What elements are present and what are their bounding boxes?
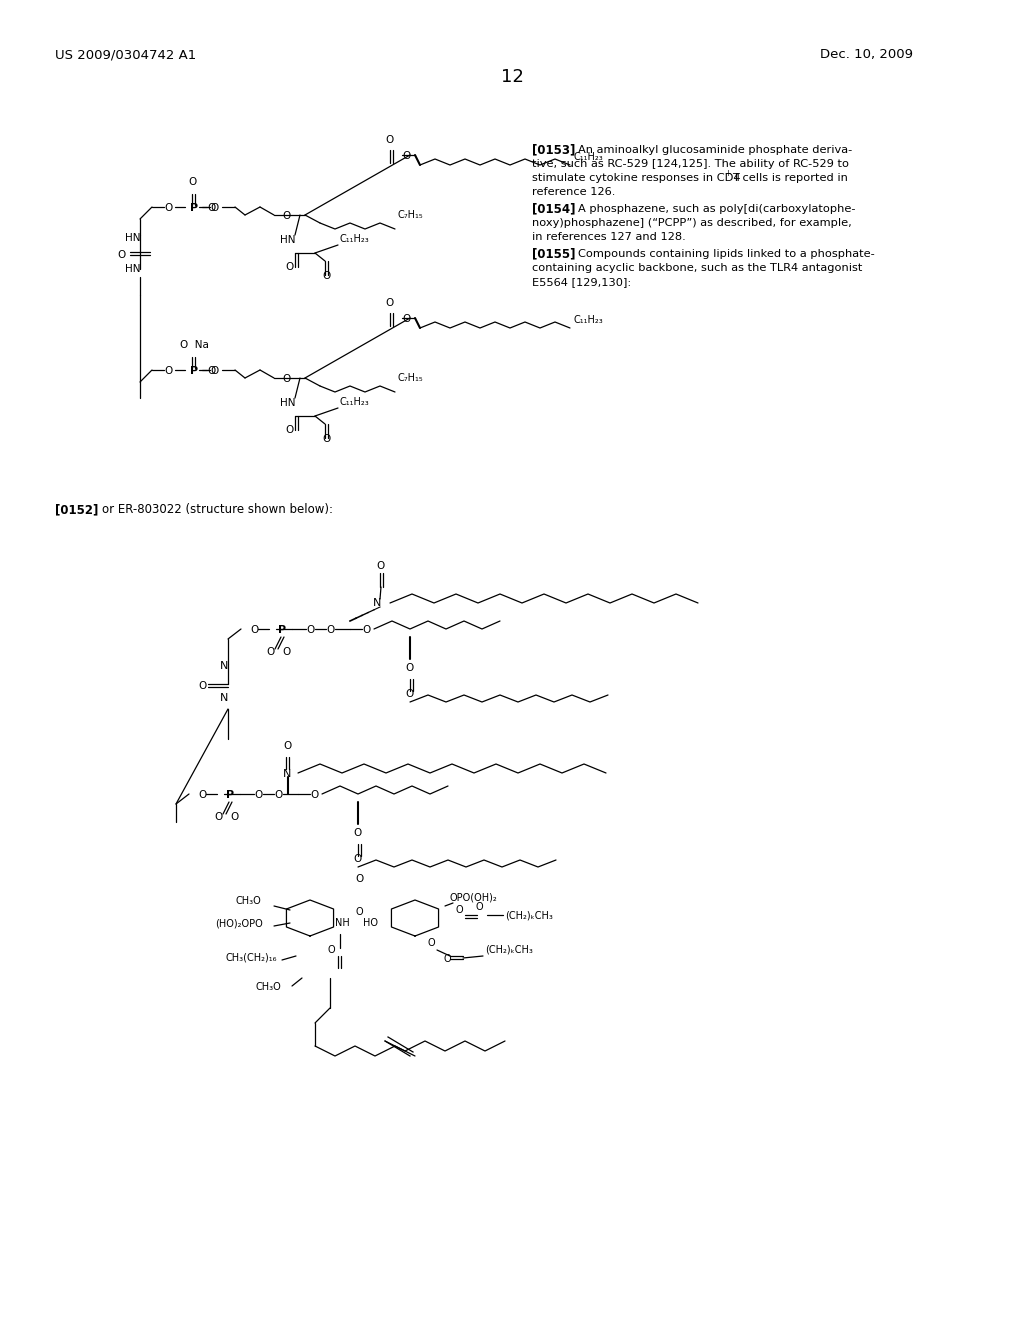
Text: O: O [376, 561, 384, 572]
Text: O: O [117, 249, 125, 260]
Text: O: O [210, 203, 218, 213]
Text: HN: HN [280, 399, 296, 408]
Text: O: O [406, 689, 414, 700]
Text: O: O [455, 906, 463, 915]
Text: C₁₁H₂₃: C₁₁H₂₃ [340, 234, 370, 244]
Text: [0152]: [0152] [55, 503, 98, 516]
Text: O: O [207, 366, 215, 376]
Text: E5564 [129,130]:: E5564 [129,130]: [532, 277, 631, 286]
Text: CH₃O: CH₃O [234, 896, 261, 906]
Text: N: N [220, 693, 228, 704]
Text: in references 127 and 128.: in references 127 and 128. [532, 232, 686, 242]
Text: O: O [406, 663, 414, 673]
Text: O: O [282, 647, 290, 657]
Text: O: O [198, 789, 206, 800]
Text: [0154]: [0154] [532, 202, 575, 215]
Text: O: O [443, 954, 451, 964]
Text: O: O [207, 203, 215, 213]
Text: O: O [254, 789, 262, 800]
Text: P: P [278, 624, 286, 635]
Text: O: O [283, 741, 291, 751]
Text: C₁₁H₂₃: C₁₁H₂₃ [340, 397, 370, 407]
Text: P: P [190, 203, 198, 213]
Text: O: O [214, 812, 222, 822]
Text: O: O [353, 828, 361, 838]
Text: O: O [328, 945, 336, 954]
Text: HN: HN [125, 264, 140, 275]
Text: OPO(OH)₂: OPO(OH)₂ [450, 892, 498, 902]
Text: [0153]: [0153] [532, 143, 575, 156]
Text: C₁₁H₂₃: C₁₁H₂₃ [573, 152, 603, 162]
Text: (CH₂)ₖCH₃: (CH₂)ₖCH₃ [505, 909, 553, 920]
Text: US 2009/0304742 A1: US 2009/0304742 A1 [55, 48, 197, 61]
Text: O: O [285, 425, 293, 436]
Text: An aminoalkyl glucosaminide phosphate deriva-: An aminoalkyl glucosaminide phosphate de… [578, 145, 852, 154]
Text: N: N [283, 770, 292, 779]
Text: O: O [164, 203, 172, 213]
Text: A phosphazene, such as poly[di(carboxylatophe-: A phosphazene, such as poly[di(carboxyla… [578, 205, 855, 214]
Text: N: N [220, 661, 228, 671]
Text: Dec. 10, 2009: Dec. 10, 2009 [820, 48, 913, 61]
Text: O: O [250, 624, 258, 635]
Text: O: O [362, 624, 371, 635]
Text: O: O [230, 812, 239, 822]
Text: HN: HN [125, 234, 140, 243]
Text: O: O [402, 314, 411, 323]
Text: C₁₁H₂₃: C₁₁H₂₃ [573, 315, 603, 325]
Text: O: O [274, 789, 283, 800]
Text: HN: HN [280, 235, 296, 246]
Text: O: O [285, 261, 293, 272]
Text: 12: 12 [501, 69, 523, 86]
Text: O: O [310, 789, 318, 800]
Text: P: P [190, 366, 198, 376]
Text: (HO)₂OPO: (HO)₂OPO [215, 917, 263, 928]
Text: noxy)phosphazene] (“PCPP”) as described, for example,: noxy)phosphazene] (“PCPP”) as described,… [532, 218, 852, 228]
Text: containing acyclic backbone, such as the TLR4 antagonist: containing acyclic backbone, such as the… [532, 263, 862, 273]
Text: T cells is reported in: T cells is reported in [732, 173, 848, 183]
Text: O: O [326, 624, 334, 635]
Text: P: P [226, 789, 234, 800]
Text: O: O [355, 907, 362, 917]
Text: O: O [353, 854, 361, 865]
Text: O: O [306, 624, 314, 635]
Text: tive, such as RC-529 [124,125]. The ability of RC-529 to: tive, such as RC-529 [124,125]. The abil… [532, 158, 849, 169]
Text: O: O [385, 298, 393, 308]
Text: N: N [373, 598, 381, 609]
Text: [0155]: [0155] [532, 247, 575, 260]
Text: stimulate cytokine responses in CD4: stimulate cytokine responses in CD4 [532, 173, 740, 183]
Text: NH: NH [335, 917, 350, 928]
Text: Compounds containing lipids linked to a phosphate-: Compounds containing lipids linked to a … [578, 249, 874, 259]
Text: O: O [475, 902, 482, 912]
Text: O: O [282, 374, 290, 384]
Text: CH₃(CH₂)₁₆: CH₃(CH₂)₁₆ [225, 952, 276, 962]
Text: O: O [198, 681, 206, 690]
Text: O: O [402, 150, 411, 161]
Text: (CH₂)ₖCH₃: (CH₂)ₖCH₃ [485, 945, 532, 954]
Text: O: O [282, 211, 290, 220]
Text: O: O [322, 434, 331, 444]
Text: O: O [355, 874, 364, 884]
Text: O: O [427, 939, 434, 948]
Text: +: + [724, 169, 731, 178]
Text: C₇H₁₅: C₇H₁₅ [398, 374, 424, 383]
Text: O: O [210, 366, 218, 376]
Text: O: O [322, 271, 331, 281]
Text: O: O [385, 135, 393, 145]
Text: O: O [164, 366, 172, 376]
Text: O: O [188, 177, 197, 187]
Text: HO: HO [362, 917, 378, 928]
Text: O  Na: O Na [180, 341, 209, 350]
Text: C₇H₁₅: C₇H₁₅ [398, 210, 424, 220]
Text: reference 126.: reference 126. [532, 187, 615, 197]
Text: O: O [266, 647, 274, 657]
Text: CH₃O: CH₃O [255, 982, 281, 993]
Text: or ER-803022 (structure shown below):: or ER-803022 (structure shown below): [102, 503, 333, 516]
